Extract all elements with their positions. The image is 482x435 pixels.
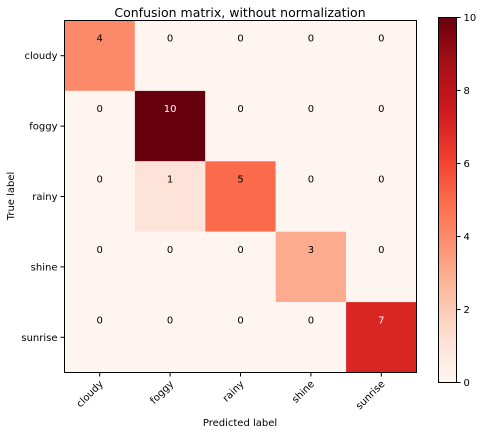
colorbar-tick-label: 10 [464,13,477,24]
heatmap-cell [346,161,417,232]
cell-value-label: 0 [237,315,243,326]
y-tick-label: cloudy [25,51,58,62]
cell-value-label: 0 [97,315,103,326]
colorbar [438,17,456,382]
heatmap-cell [275,161,347,232]
colorbar-tick-label: 6 [464,159,470,170]
cell-value-label: 0 [308,175,314,186]
x-tick-label: foggy [148,379,176,407]
x-tick-label: rainy [221,379,247,405]
heatmap-cell [346,302,417,373]
cell-value-label: 7 [378,315,384,326]
heatmap-cell [64,231,135,303]
heatmap-cell [205,231,276,303]
cell-value-label: 0 [378,34,384,45]
x-tick-label: cloudy [75,379,106,410]
cell-value-label: 0 [97,104,103,115]
cell-value-label: 0 [378,245,384,256]
heatmap-cell [64,302,135,373]
x-axis-label: Predicted label [203,418,277,429]
colorbar-frame [438,17,457,383]
heatmap-cells [64,20,417,373]
cell-value-label: 3 [308,245,314,256]
cell-value-label: 0 [97,175,103,186]
cell-value-label: 0 [308,104,314,115]
colorbar-ticks: 0 2 4 6 8 10 [456,13,477,389]
colorbar-tick-label: 4 [464,232,470,243]
heatmap-cell-labels: 4 0 0 0 0 0 10 0 0 0 0 1 5 0 0 0 0 0 3 0 0 0 0 0 7 [97,34,385,327]
cell-value-label: 4 [97,34,103,45]
heatmap-cell [275,231,347,303]
x-axis-ticks: cloudy foggy rainy shine sunrise [75,372,387,412]
heatmap-cell [134,302,206,373]
cell-value-label: 0 [97,245,103,256]
cell-value-label: 0 [308,315,314,326]
heatmap-cell [134,20,206,91]
heatmap-cell [275,90,347,162]
colorbar-tick-label: 8 [464,86,470,97]
y-tick-label: foggy [29,122,57,133]
heatmap-cell [64,161,135,232]
cell-value-label: 5 [237,175,243,186]
heatmap-cell [346,90,417,162]
y-axis-ticks: cloudy foggy rainy shine sunrise [21,51,65,344]
cell-value-label: 0 [167,245,173,256]
cell-value-label: 0 [378,175,384,186]
x-tick-label: shine [290,379,317,406]
y-axis-label: True label [6,172,17,222]
heatmap-cell [205,302,276,373]
cell-value-label: 1 [167,175,173,186]
y-tick-label: shine [31,262,58,273]
y-tick-label: sunrise [21,333,57,344]
colorbar-tick-label: 2 [464,305,470,316]
heatmap-cell [64,90,135,162]
cell-value-label: 0 [237,34,243,45]
cell-value-label: 10 [164,104,177,115]
cell-value-label: 0 [237,245,243,256]
heatmap-cell [205,20,276,91]
cell-value-label: 0 [237,104,243,115]
heatmap-cell [205,161,276,232]
heatmap-cell [134,90,206,162]
heatmap-cell [134,161,206,232]
chart-title: Confusion matrix, without normalization [114,5,365,20]
colorbar-tick-label: 0 [464,378,470,389]
cell-value-label: 0 [308,34,314,45]
heatmap-cell [134,231,206,303]
heatmap-cell [346,20,417,91]
heatmap-cell [346,231,417,303]
heatmap-cell [275,302,347,373]
heatmap-cell [275,20,347,91]
y-tick-label: rainy [32,192,57,203]
x-tick-label: sunrise [354,379,387,412]
cell-value-label: 0 [378,104,384,115]
heatmap-cell [64,20,135,91]
cell-value-label: 0 [167,34,173,45]
heatmap-cell [205,90,276,162]
cell-value-label: 0 [167,315,173,326]
